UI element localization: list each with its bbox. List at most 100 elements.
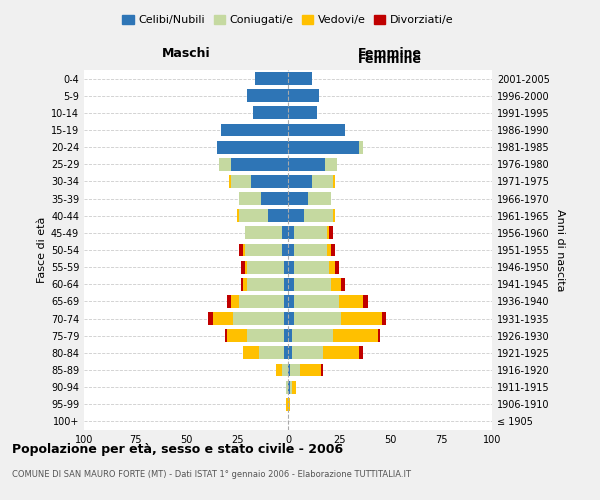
Bar (359, 346, 364, 360)
Bar (288, 278, 294, 290)
Bar (286, 398, 288, 410)
Bar (294, 244, 327, 256)
Bar (288, 210, 304, 222)
Bar (237, 210, 239, 222)
Bar (212, 312, 233, 325)
Bar (239, 244, 243, 256)
Bar (333, 210, 335, 222)
Bar (268, 210, 288, 222)
Bar (282, 364, 288, 376)
Bar (288, 192, 308, 205)
Bar (284, 278, 288, 290)
Bar (208, 312, 212, 325)
Bar (382, 312, 386, 325)
Bar (229, 175, 231, 188)
Bar (290, 380, 292, 394)
Bar (331, 278, 341, 290)
Bar (292, 330, 333, 342)
Bar (288, 124, 345, 136)
Bar (259, 346, 284, 360)
Bar (323, 346, 359, 360)
Bar (378, 330, 380, 342)
Bar (288, 398, 290, 410)
Bar (288, 175, 313, 188)
Bar (288, 244, 294, 256)
Text: Femmine: Femmine (358, 47, 422, 60)
Bar (341, 278, 345, 290)
Bar (256, 72, 288, 85)
Bar (225, 330, 227, 342)
Bar (288, 90, 319, 102)
Bar (294, 278, 331, 290)
Bar (288, 140, 359, 153)
Bar (245, 226, 282, 239)
Bar (239, 192, 262, 205)
Text: Maschi: Maschi (161, 47, 211, 60)
Bar (253, 106, 288, 120)
Bar (262, 192, 288, 205)
Bar (333, 175, 335, 188)
Bar (333, 330, 378, 342)
Bar (286, 380, 288, 394)
Bar (233, 312, 284, 325)
Bar (308, 192, 331, 205)
Bar (292, 380, 296, 394)
Bar (288, 295, 294, 308)
Bar (359, 140, 364, 153)
Text: Femmine: Femmine (358, 54, 422, 66)
Bar (231, 175, 251, 188)
Bar (331, 244, 335, 256)
Bar (282, 226, 288, 239)
Bar (284, 260, 288, 274)
Bar (251, 175, 288, 188)
Text: Popolazione per età, sesso e stato civile - 2006: Popolazione per età, sesso e stato civil… (12, 442, 343, 456)
Bar (231, 295, 239, 308)
Bar (241, 278, 243, 290)
Bar (227, 295, 231, 308)
Legend: Celibi/Nubili, Coniugati/e, Vedovi/e, Divorziati/e: Celibi/Nubili, Coniugati/e, Vedovi/e, Di… (118, 10, 458, 30)
Bar (247, 90, 288, 102)
Bar (290, 364, 300, 376)
Bar (284, 346, 288, 360)
Bar (292, 346, 323, 360)
Bar (243, 346, 259, 360)
Bar (288, 226, 294, 239)
Bar (288, 380, 290, 394)
Bar (288, 330, 292, 342)
Y-axis label: Anni di nascita: Anni di nascita (555, 209, 565, 291)
Bar (243, 278, 247, 290)
Bar (239, 210, 268, 222)
Bar (329, 226, 333, 239)
Bar (231, 158, 288, 170)
Bar (288, 72, 313, 85)
Bar (276, 364, 282, 376)
Bar (247, 330, 284, 342)
Bar (243, 244, 245, 256)
Bar (217, 140, 288, 153)
Bar (288, 260, 294, 274)
Bar (364, 295, 368, 308)
Bar (288, 106, 317, 120)
Bar (327, 244, 331, 256)
Bar (294, 295, 339, 308)
Bar (245, 260, 247, 274)
Bar (335, 260, 339, 274)
Text: COMUNE DI SAN MAURO FORTE (MT) - Dati ISTAT 1° gennaio 2006 - Elaborazione TUTTI: COMUNE DI SAN MAURO FORTE (MT) - Dati IS… (12, 470, 411, 479)
Bar (327, 226, 329, 239)
Bar (288, 364, 290, 376)
Bar (313, 175, 333, 188)
Bar (218, 158, 231, 170)
Bar (339, 295, 364, 308)
Bar (294, 226, 327, 239)
Bar (294, 312, 341, 325)
Y-axis label: Fasce di età: Fasce di età (37, 217, 47, 283)
Bar (221, 124, 288, 136)
Bar (288, 158, 325, 170)
Bar (288, 346, 292, 360)
Bar (239, 295, 284, 308)
Bar (227, 330, 247, 342)
Bar (241, 260, 245, 274)
Bar (294, 260, 329, 274)
Bar (284, 330, 288, 342)
Bar (320, 364, 323, 376)
